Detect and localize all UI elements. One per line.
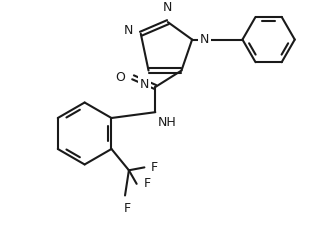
Text: N: N bbox=[163, 1, 173, 14]
Text: O: O bbox=[115, 71, 125, 84]
Text: N: N bbox=[200, 33, 209, 46]
Text: F: F bbox=[144, 177, 150, 190]
Text: N: N bbox=[140, 78, 149, 91]
Text: F: F bbox=[151, 161, 158, 174]
Text: NH: NH bbox=[157, 116, 176, 129]
Text: N: N bbox=[124, 24, 133, 37]
Text: F: F bbox=[123, 202, 131, 215]
